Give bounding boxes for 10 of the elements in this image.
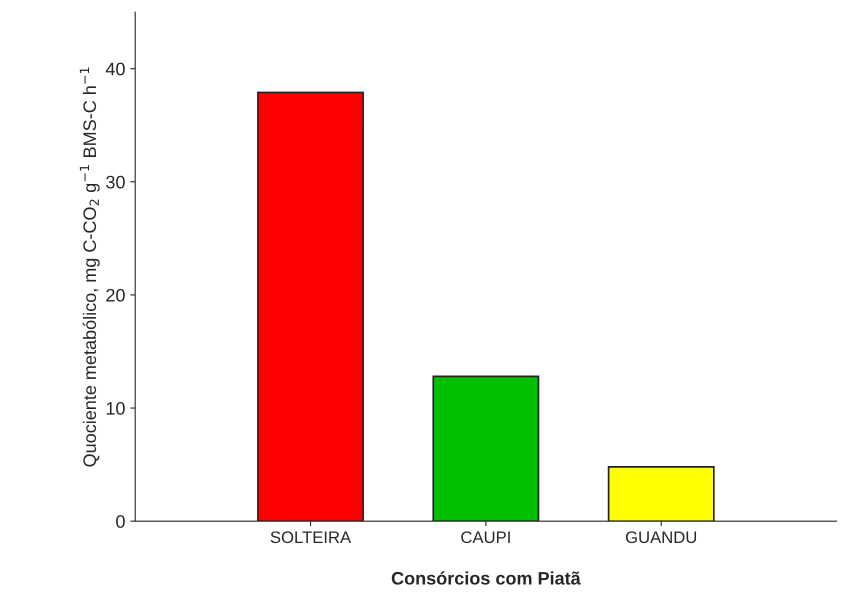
- x-axis-title: Consórcios com Piatã: [392, 571, 581, 585]
- x-tick-label: GUANDU: [626, 531, 696, 544]
- y-tick-label: 40: [106, 62, 125, 76]
- y-tick-label: 30: [106, 176, 125, 189]
- y-axis-title: Quociente metabólico, mg C-CO$_{2}$ g$^{−1}$ BMS-C h$^{−1}$: [80, 68, 100, 467]
- y-tick-label: 10: [106, 402, 125, 415]
- y-tick-label: 0: [116, 515, 125, 528]
- x-tick-label: SOLTEIRA: [270, 531, 352, 544]
- y-tick-label: 20: [106, 288, 125, 302]
- x-tick-label: CAUPI: [461, 531, 510, 544]
